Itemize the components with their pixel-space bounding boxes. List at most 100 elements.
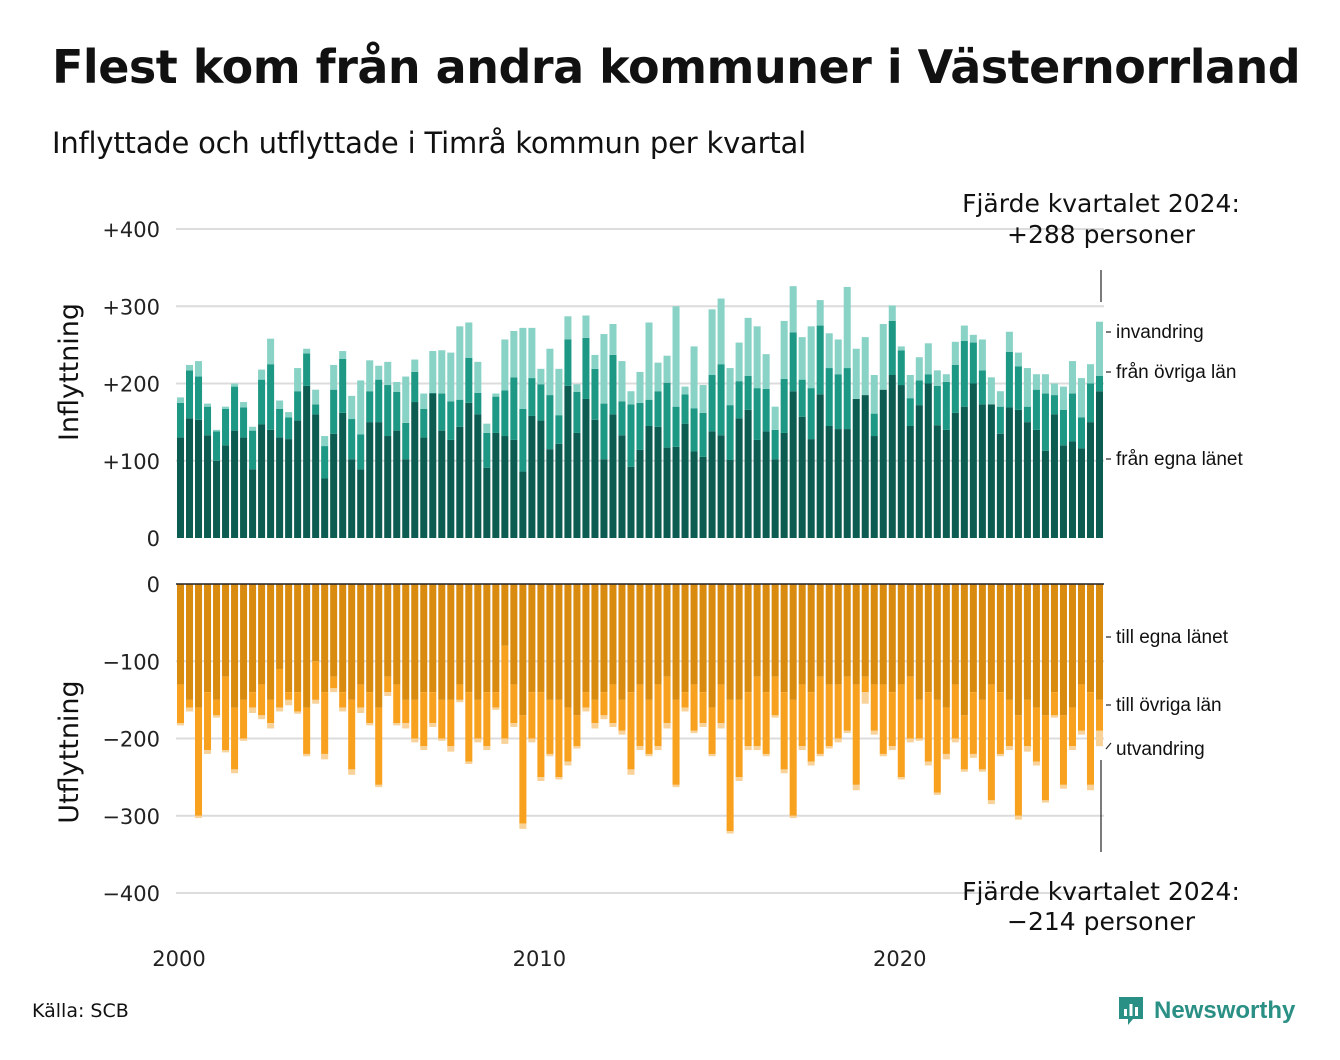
bar-outflow: [195, 584, 203, 708]
series-label-inflow: från övriga län: [1116, 362, 1236, 383]
bar-outflow: [294, 711, 302, 714]
bar-inflow: [906, 425, 914, 538]
bar-inflow: [672, 306, 680, 407]
annotation-inflow-line-1: Fjärde kvartalet 2024:: [962, 189, 1240, 218]
bar-outflow: [969, 753, 977, 758]
bar-outflow: [258, 684, 266, 716]
bar-inflow: [258, 424, 266, 538]
bar-outflow: [555, 699, 563, 778]
bar-inflow: [339, 412, 347, 538]
bar-inflow: [366, 360, 374, 392]
bar-outflow: [339, 584, 347, 693]
bar-outflow: [420, 692, 428, 747]
bar-outflow: [249, 692, 257, 708]
bar-inflow: [933, 425, 941, 538]
bar-inflow: [897, 350, 905, 386]
series-label-inflow: invandring: [1116, 322, 1204, 343]
bar-inflow: [528, 378, 536, 416]
bar-outflow: [303, 584, 311, 708]
bar-outflow: [222, 676, 230, 751]
bar-outflow: [888, 746, 896, 751]
bar-inflow: [303, 348, 311, 354]
bar-inflow: [762, 388, 770, 432]
bar-inflow: [906, 375, 914, 399]
bar-outflow: [465, 692, 473, 762]
bar-inflow: [176, 397, 185, 403]
bar-outflow: [897, 584, 905, 685]
bar-outflow: [1095, 699, 1104, 731]
bar-outflow: [1014, 815, 1022, 820]
bar-outflow: [294, 584, 302, 693]
bar-inflow: [375, 379, 383, 423]
bar-outflow: [321, 753, 329, 760]
bar-inflow: [375, 422, 383, 538]
bar-inflow: [501, 436, 509, 538]
bar-inflow: [447, 401, 455, 440]
bar-inflow: [564, 339, 572, 386]
bar-inflow: [1014, 366, 1022, 410]
bar-outflow: [834, 738, 842, 743]
bar-outflow: [384, 584, 392, 677]
bar-inflow: [636, 371, 644, 403]
bar-outflow: [906, 738, 914, 743]
bar-outflow: [465, 761, 473, 764]
bar-inflow: [942, 381, 950, 430]
bar-inflow: [591, 419, 599, 538]
bar-inflow: [672, 446, 680, 538]
bar-outflow: [474, 699, 482, 739]
bar-inflow: [483, 423, 491, 433]
bar-inflow: [1050, 383, 1058, 396]
bar-inflow: [339, 358, 347, 413]
bar-outflow: [1095, 584, 1104, 700]
bar-outflow: [519, 823, 527, 829]
bar-outflow: [186, 707, 194, 712]
bar-outflow: [510, 684, 518, 724]
bar-outflow: [942, 707, 950, 754]
bar-inflow: [330, 389, 338, 434]
bar-outflow: [429, 692, 437, 724]
bar-inflow: [204, 406, 212, 436]
bar-outflow: [582, 707, 590, 712]
series-labels: från egna länet från övriga län invandring…: [1105, 322, 1243, 760]
bar-inflow: [987, 377, 995, 405]
bar-outflow: [438, 699, 446, 739]
bar-outflow: [1023, 746, 1031, 752]
bar-outflow: [258, 715, 266, 720]
bar-inflow: [798, 379, 806, 417]
bar-outflow: [933, 699, 941, 793]
bar-outflow: [240, 584, 248, 700]
bar-inflow: [357, 434, 365, 470]
bar-outflow: [483, 584, 491, 693]
y-tick-label: −200: [102, 728, 160, 752]
bar-outflow: [375, 584, 383, 708]
bar-inflow: [294, 391, 302, 421]
bar-inflow: [618, 435, 626, 538]
bar-inflow: [690, 451, 698, 538]
bar-outflow: [870, 730, 878, 735]
bar-inflow: [312, 414, 320, 538]
bar-inflow: [267, 364, 275, 430]
bar-outflow: [573, 584, 581, 716]
bar-outflow: [987, 800, 995, 805]
bar-outflow: [564, 584, 572, 708]
bar-outflow: [402, 723, 410, 729]
bar-inflow: [555, 443, 563, 538]
bar-inflow: [465, 322, 473, 359]
bar-inflow: [969, 342, 977, 384]
bar-inflow: [960, 325, 968, 342]
bar-outflow: [285, 692, 293, 700]
bar-inflow: [969, 334, 977, 343]
bar-inflow: [240, 437, 248, 538]
bar-outflow: [726, 699, 734, 832]
bar-inflow: [276, 437, 284, 538]
bar-inflow: [330, 364, 338, 390]
bar-inflow: [753, 326, 761, 389]
bar-inflow: [618, 361, 626, 402]
bar-inflow: [195, 419, 203, 538]
bar-inflow: [609, 324, 617, 355]
bar-inflow: [825, 368, 833, 426]
bar-inflow: [681, 423, 689, 538]
bar-inflow: [1032, 429, 1040, 538]
bar-inflow: [555, 368, 563, 416]
bar-outflow: [627, 769, 635, 775]
